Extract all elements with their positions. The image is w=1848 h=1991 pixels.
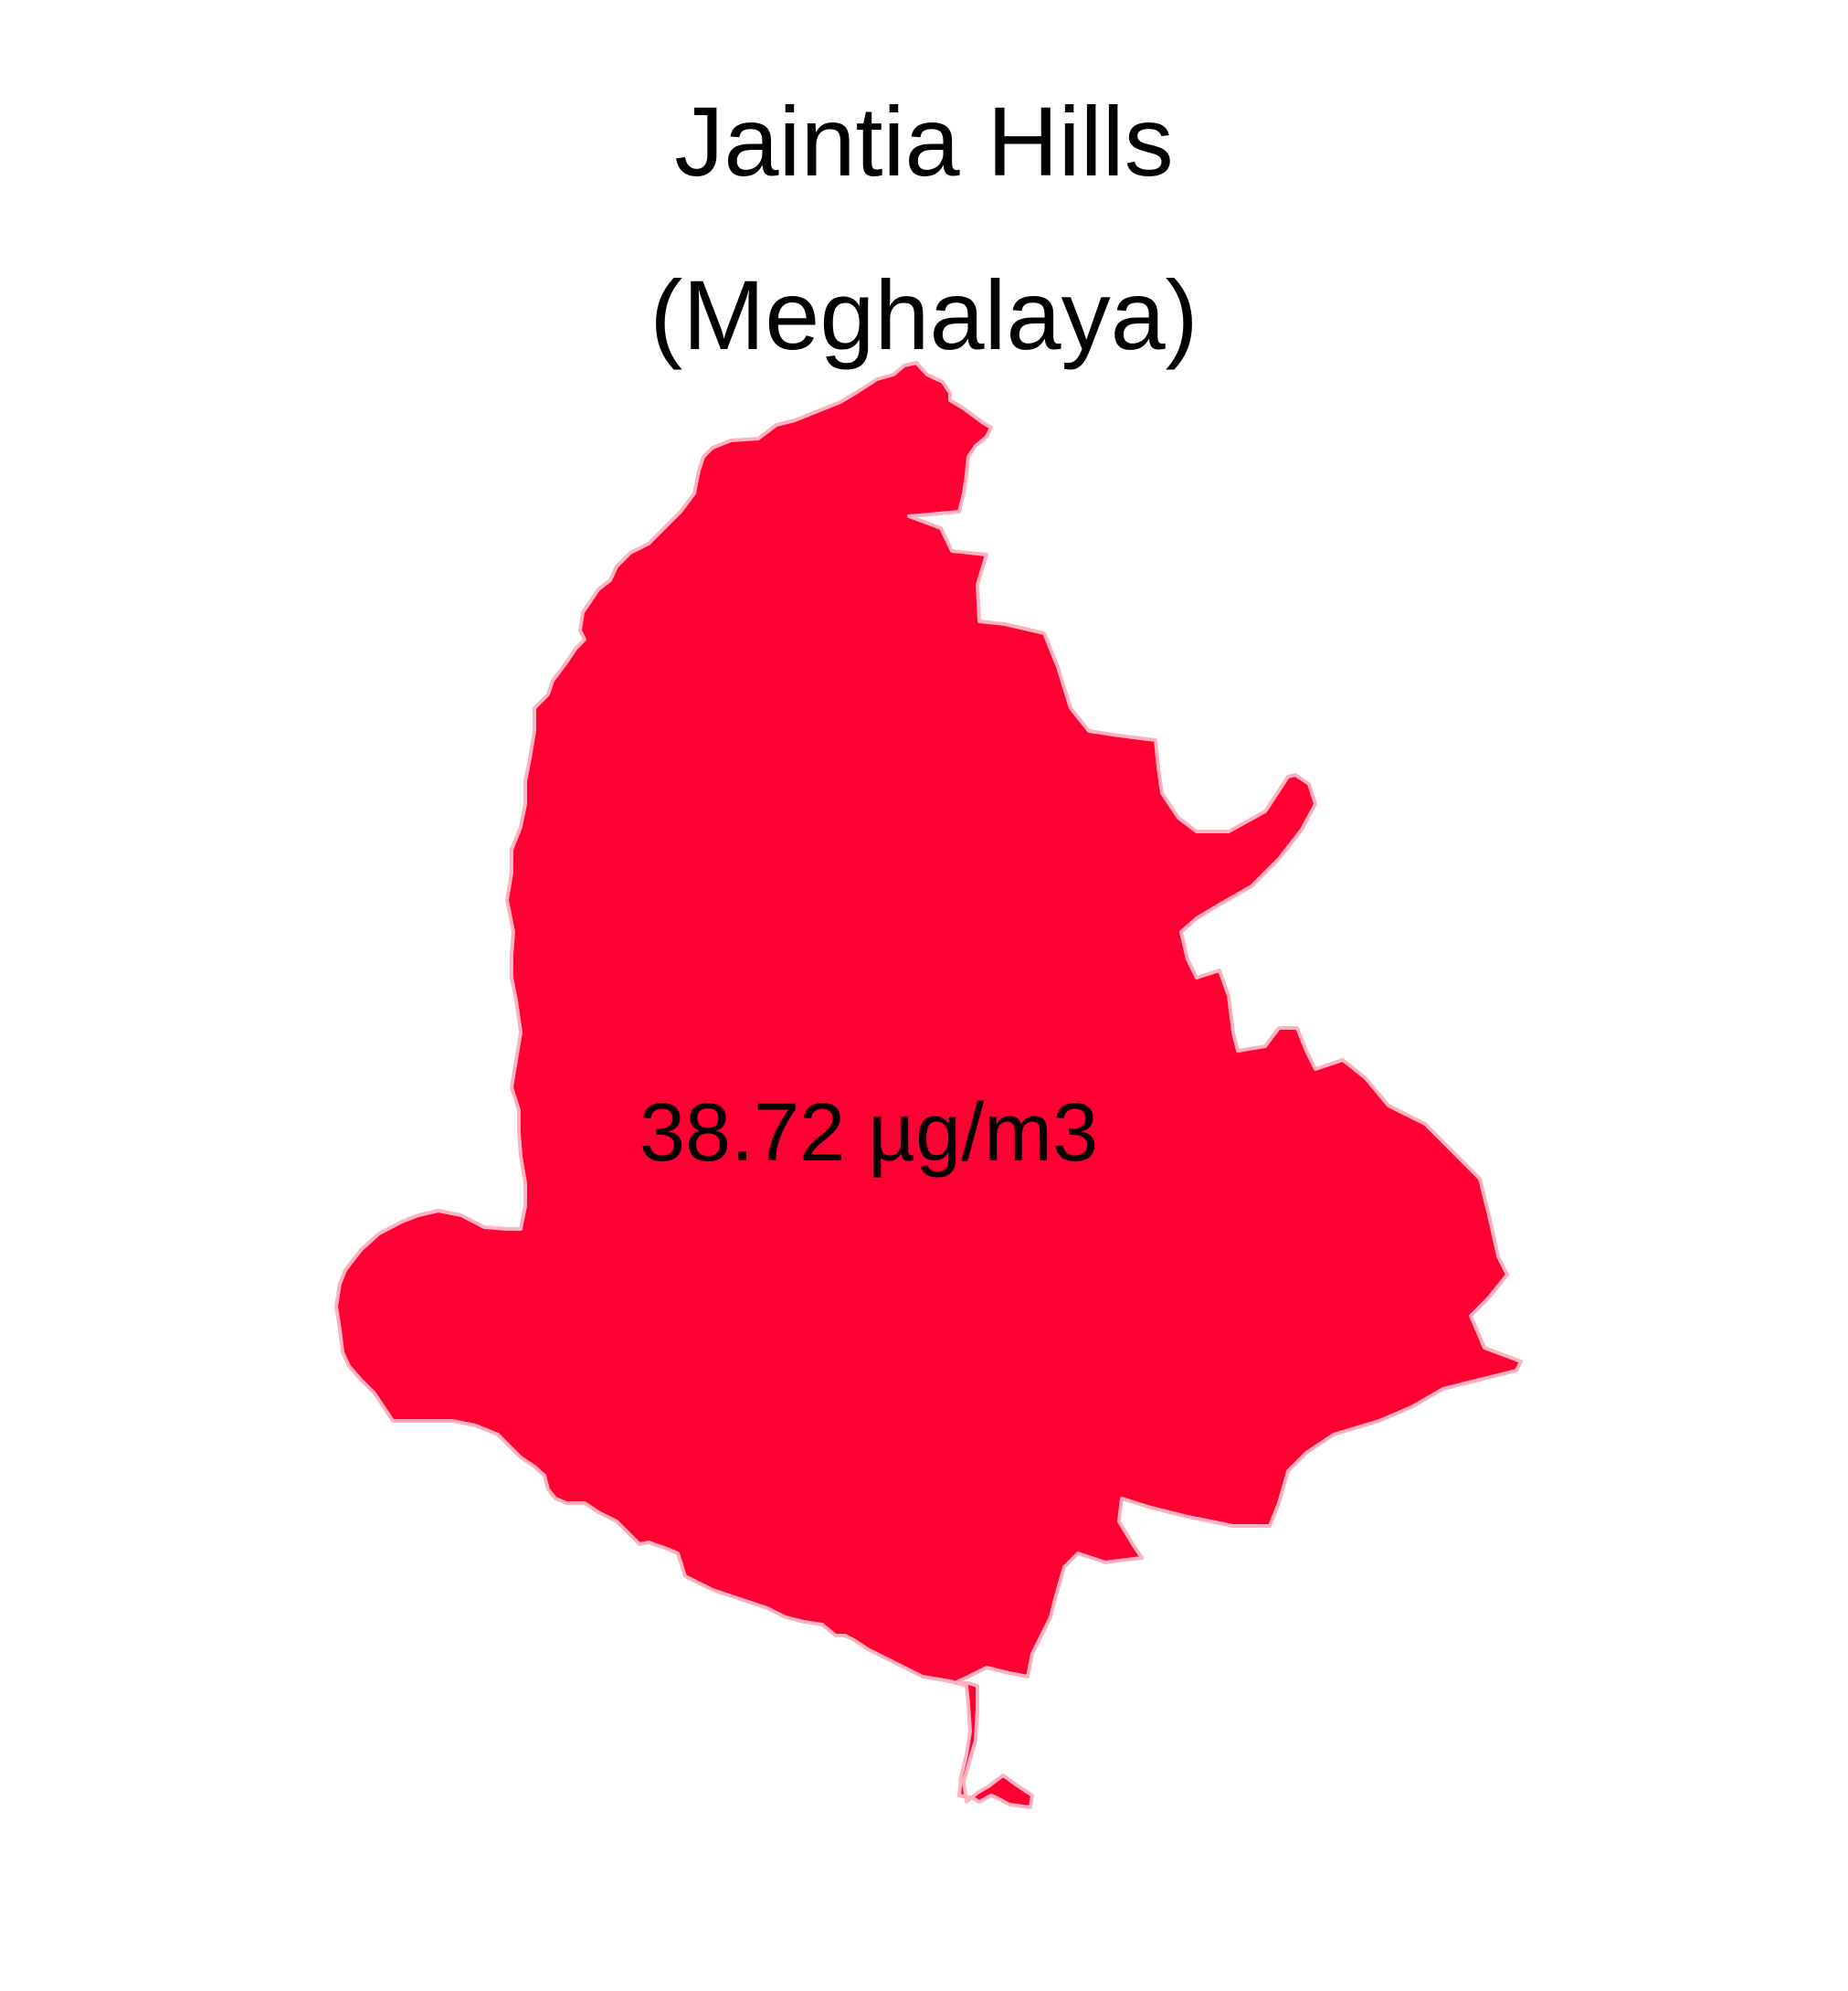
pm25-value-label: 38.72 µg/m3 [639,1087,1099,1179]
map-title-district: Jaintia Hills [674,86,1174,196]
map-title: Jaintia Hills (Meghalaya) [0,55,1848,402]
district-region-shape [334,361,1523,1809]
map-title-state: (Meghalaya) [649,259,1199,370]
